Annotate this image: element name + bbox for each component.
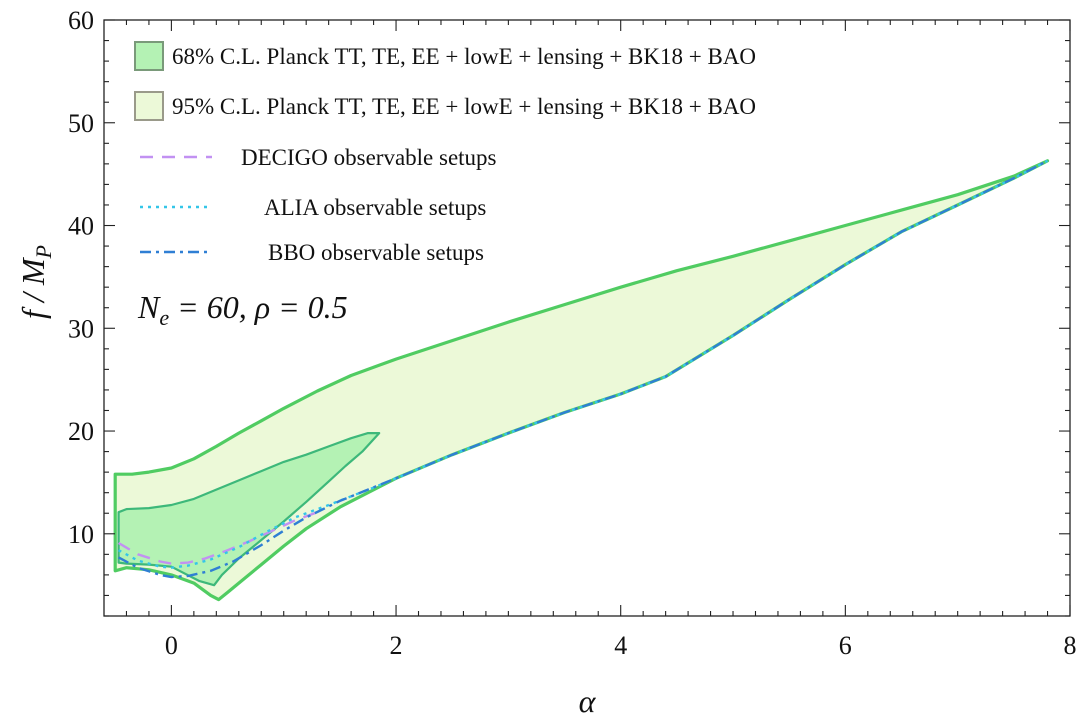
decigo-curve xyxy=(117,509,324,565)
legend-label-bbo: BBO observable setups xyxy=(268,240,484,265)
x-tick-label: 0 xyxy=(165,631,178,660)
x-tick-label: 8 xyxy=(1064,631,1077,660)
y-tick-label: 50 xyxy=(68,109,94,138)
legend-label-68: 68% C.L. Planck TT, TE, EE + lowE + lens… xyxy=(172,44,756,69)
legend-label-decigo: DECIGO observable setups xyxy=(241,145,497,170)
axis-ticks xyxy=(104,19,1071,617)
x-tick-label: 6 xyxy=(839,631,852,660)
plot-frame xyxy=(103,19,1071,617)
legend-label-alia: ALIA observable setups xyxy=(264,195,486,220)
legend-patch-68 xyxy=(134,41,164,71)
alia-curve xyxy=(118,159,1049,569)
legend-label-95: 95% C.L. Planck TT, TE, EE + lowE + lens… xyxy=(172,94,756,119)
legend: 68% C.L. Planck TT, TE, EE + lowE + lens… xyxy=(134,41,756,265)
x-axis-label: α xyxy=(579,683,597,719)
plot-area xyxy=(113,159,1050,602)
y-tick-label: 20 xyxy=(68,417,94,446)
y-tick-label: 30 xyxy=(68,314,94,343)
y-tick-label: 40 xyxy=(68,212,94,241)
legend-patch-95 xyxy=(134,91,164,121)
x-tick-label: 2 xyxy=(390,631,403,660)
axis-tick-labels: 0 2 4 6 8 10 20 30 40 50 60 xyxy=(68,6,1077,660)
y-tick-label: 60 xyxy=(68,6,94,35)
parameter-annotation: Ne = 60, ρ = 0.5 xyxy=(137,289,348,330)
y-tick-label: 10 xyxy=(68,520,94,549)
x-tick-label: 4 xyxy=(614,631,627,660)
